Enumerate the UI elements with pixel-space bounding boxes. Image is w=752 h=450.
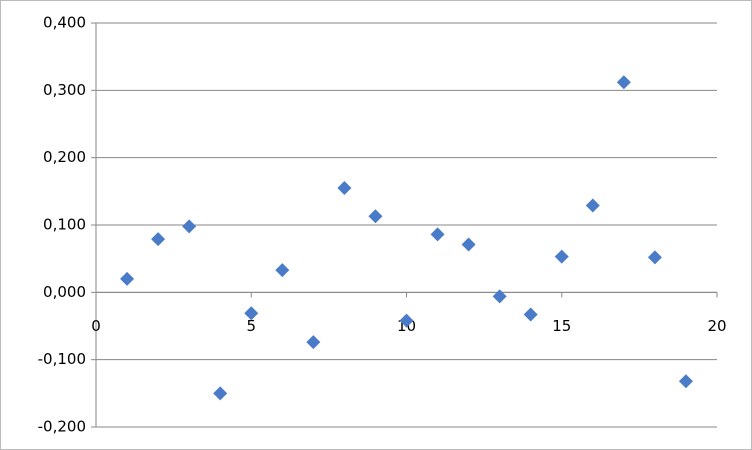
y-tick-label: -0,200: [38, 418, 86, 436]
point: [678, 374, 693, 389]
point: [430, 227, 445, 242]
point: [492, 289, 507, 304]
y-tick-label: 0,100: [43, 216, 86, 234]
y-tick-label: -0,100: [38, 350, 86, 368]
y-tick-label: 0,200: [43, 148, 86, 166]
point: [182, 219, 197, 234]
point: [585, 198, 600, 213]
point: [399, 313, 414, 328]
point: [647, 250, 662, 265]
y-tick-label: 0,000: [43, 283, 86, 301]
point: [120, 271, 135, 286]
point: [554, 249, 569, 264]
point: [368, 209, 383, 224]
point: [616, 75, 631, 90]
point: [337, 180, 352, 195]
x-tick-label: 20: [707, 317, 726, 335]
y-tick-label: 0,400: [43, 14, 86, 32]
x-tick-label: 5: [246, 317, 256, 335]
point: [244, 306, 259, 321]
x-tick-label: 15: [552, 317, 571, 335]
x-tick-label: 0: [91, 317, 101, 335]
y-tick-label: 0,300: [43, 81, 86, 99]
point: [523, 307, 538, 322]
point: [213, 386, 228, 401]
point: [275, 263, 290, 278]
point: [151, 232, 166, 247]
point: [461, 237, 476, 252]
point: [306, 335, 321, 350]
